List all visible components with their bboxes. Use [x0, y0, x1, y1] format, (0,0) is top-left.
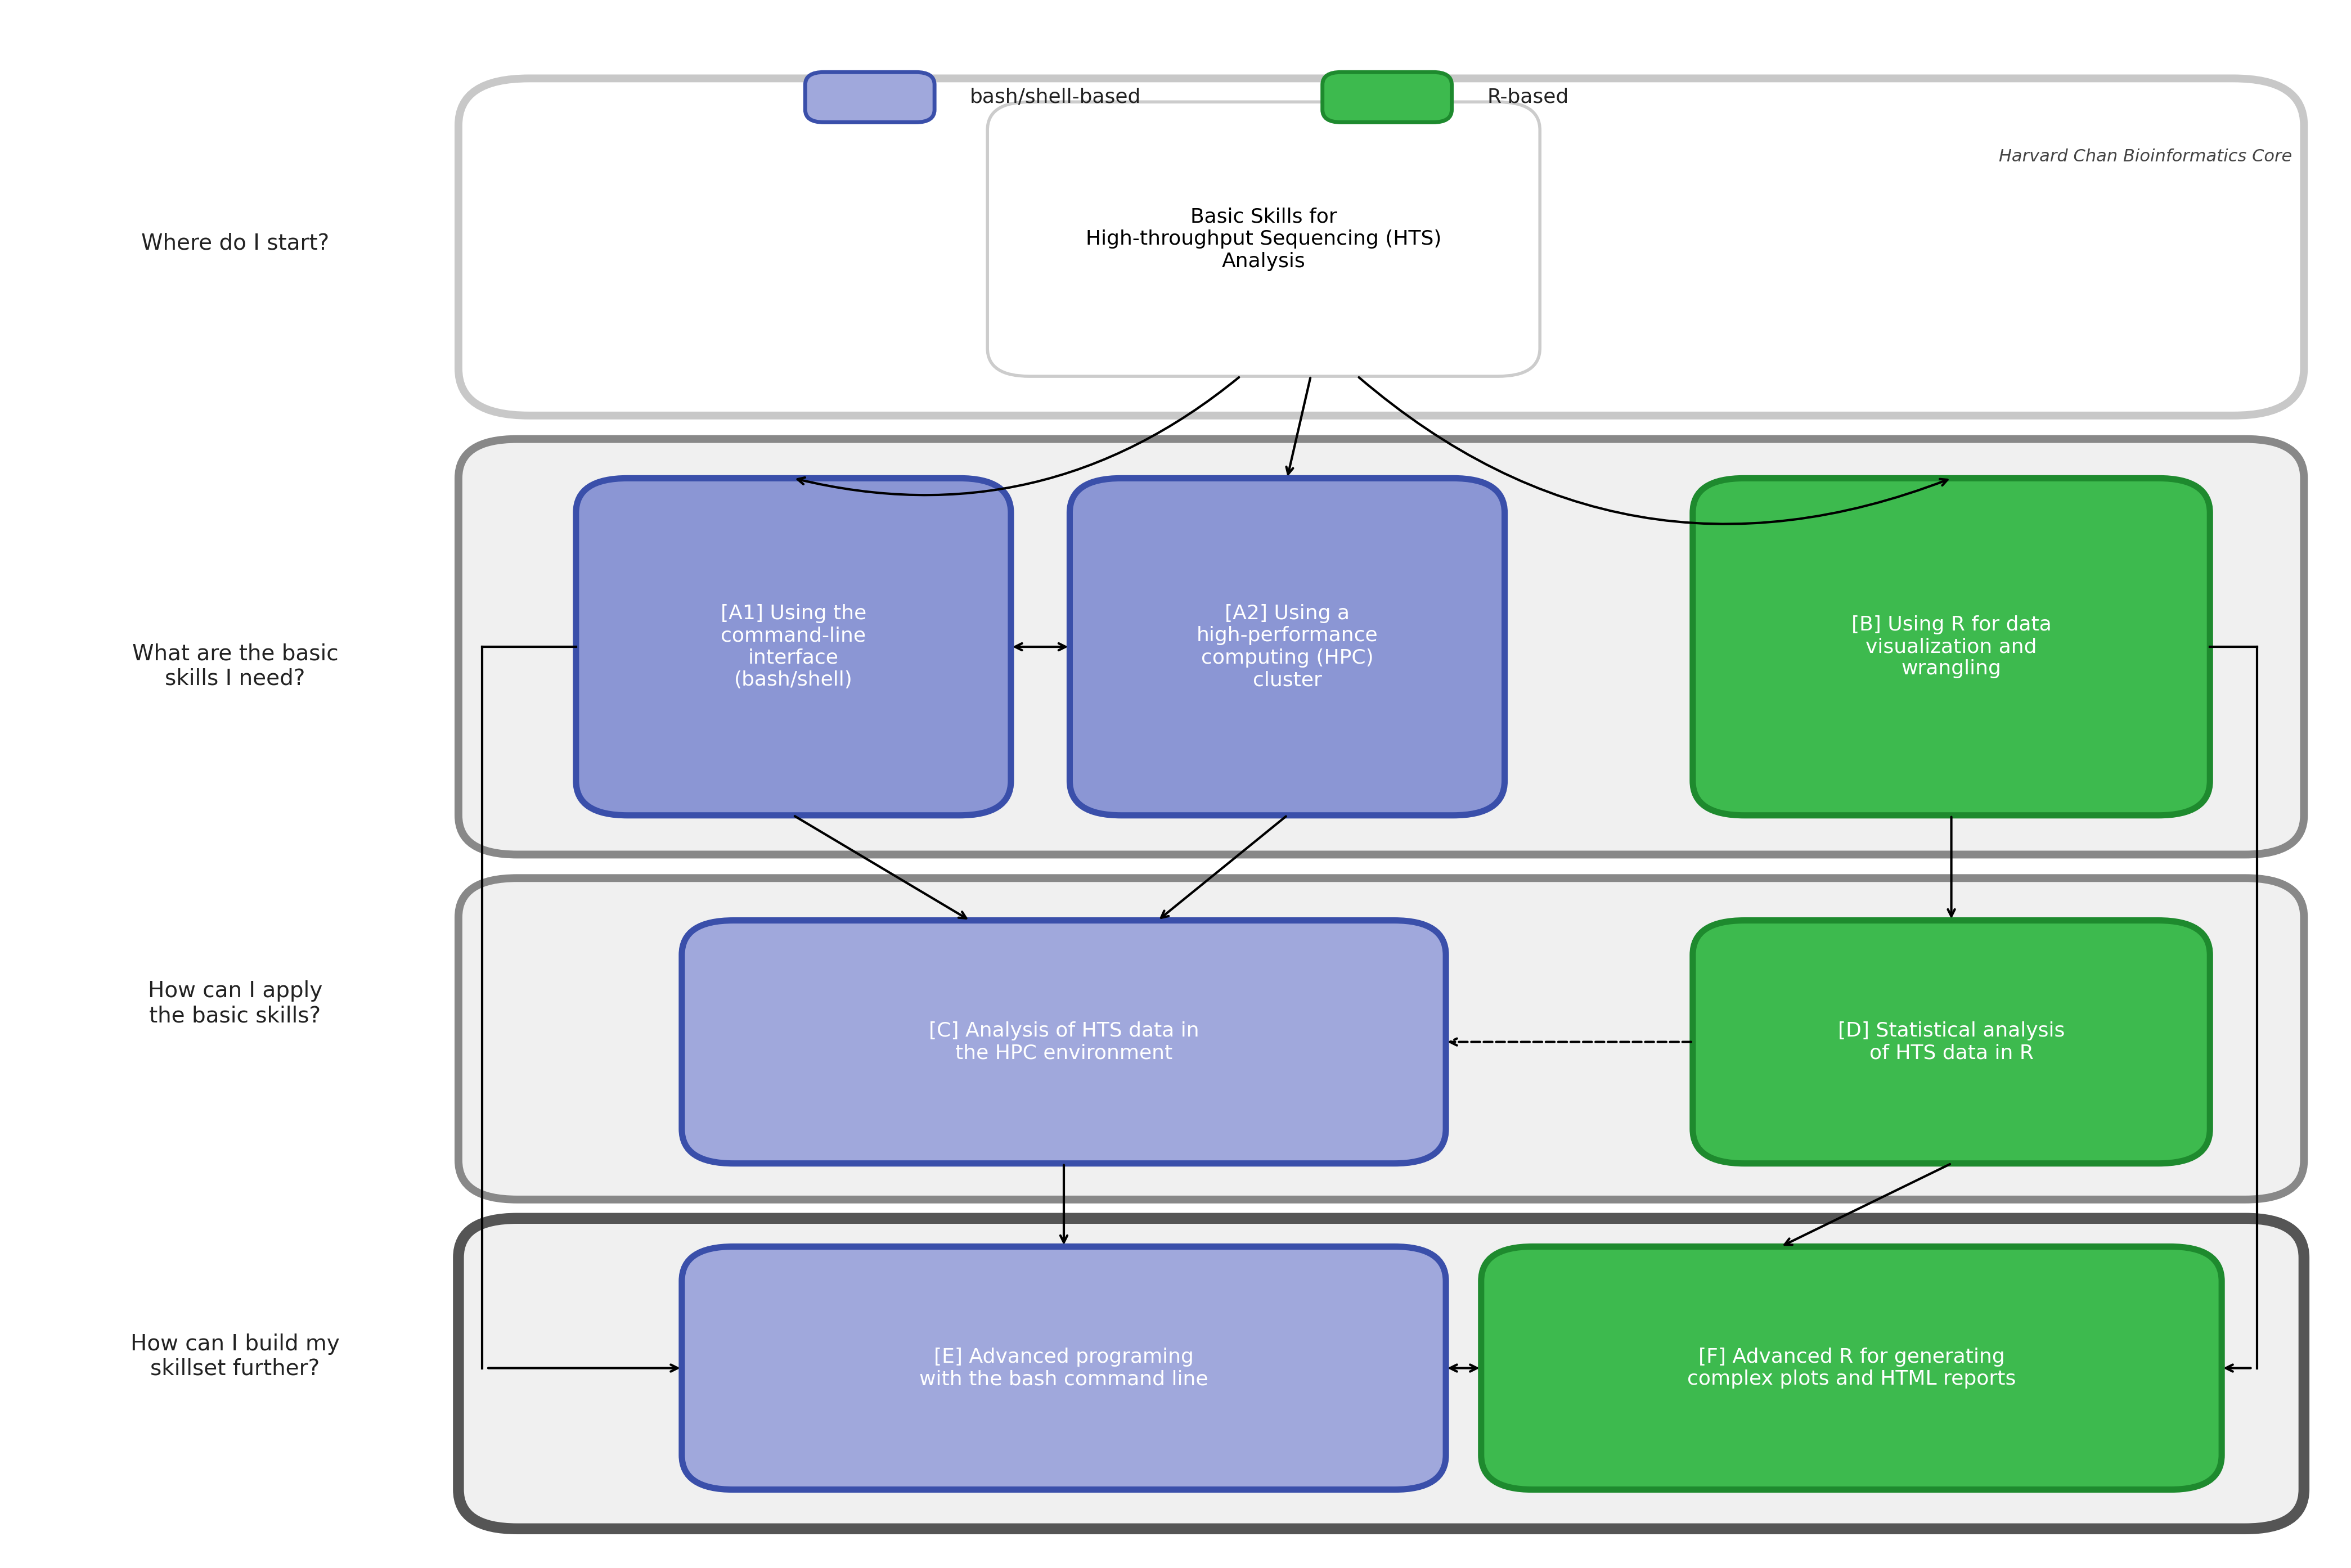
FancyBboxPatch shape — [458, 1218, 2304, 1529]
Text: [D] Statistical analysis
of HTS data in R: [D] Statistical analysis of HTS data in … — [1838, 1021, 2064, 1063]
Text: [C] Analysis of HTS data in
the HPC environment: [C] Analysis of HTS data in the HPC envi… — [929, 1021, 1199, 1063]
FancyBboxPatch shape — [1070, 478, 1505, 815]
Text: [F] Advanced R for generating
complex plots and HTML reports: [F] Advanced R for generating complex pl… — [1688, 1347, 2015, 1389]
FancyBboxPatch shape — [682, 920, 1446, 1163]
Text: How can I build my
skillset further?: How can I build my skillset further? — [132, 1333, 339, 1380]
FancyBboxPatch shape — [458, 78, 2304, 416]
Text: Harvard Chan Bioinformatics Core: Harvard Chan Bioinformatics Core — [1998, 149, 2292, 165]
FancyBboxPatch shape — [1693, 478, 2210, 815]
Text: What are the basic
skills I need?: What are the basic skills I need? — [132, 643, 339, 690]
FancyBboxPatch shape — [458, 878, 2304, 1200]
Text: [B] Using R for data
visualization and
wrangling: [B] Using R for data visualization and w… — [1850, 615, 2052, 679]
Text: R-based: R-based — [1486, 88, 1568, 107]
Text: [A2] Using a
high-performance
computing (HPC)
cluster: [A2] Using a high-performance computing … — [1197, 604, 1378, 690]
FancyBboxPatch shape — [576, 478, 1011, 815]
FancyBboxPatch shape — [1481, 1247, 2222, 1490]
FancyBboxPatch shape — [458, 439, 2304, 855]
Text: bash/shell-based: bash/shell-based — [971, 88, 1140, 107]
Text: [A1] Using the
command-line
interface
(bash/shell): [A1] Using the command-line interface (b… — [719, 604, 868, 690]
FancyBboxPatch shape — [1321, 72, 1453, 122]
Text: How can I apply
the basic skills?: How can I apply the basic skills? — [148, 980, 322, 1027]
FancyBboxPatch shape — [804, 72, 933, 122]
FancyBboxPatch shape — [682, 1247, 1446, 1490]
Text: Basic Skills for
High-throughput Sequencing (HTS)
Analysis: Basic Skills for High-throughput Sequenc… — [1086, 207, 1441, 271]
Text: Where do I start?: Where do I start? — [141, 232, 329, 254]
Text: [E] Advanced programing
with the bash command line: [E] Advanced programing with the bash co… — [919, 1347, 1208, 1389]
FancyBboxPatch shape — [987, 102, 1540, 376]
FancyBboxPatch shape — [1693, 920, 2210, 1163]
